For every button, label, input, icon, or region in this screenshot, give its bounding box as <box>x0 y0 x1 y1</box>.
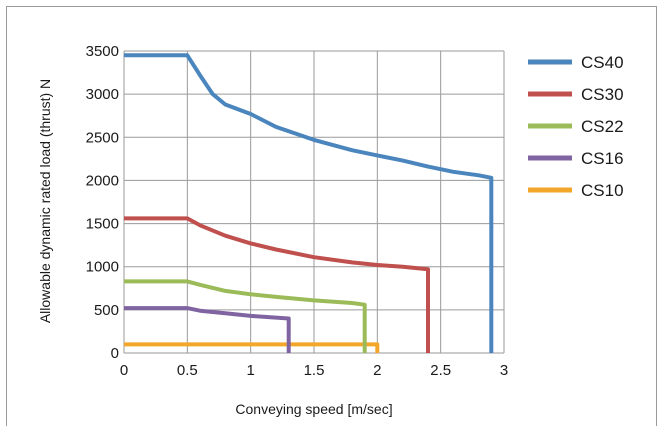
series-line-cs22 <box>124 279 367 353</box>
y-tick-label: 1000 <box>86 259 119 276</box>
y-tick-label: 1500 <box>86 216 119 233</box>
legend: CS40 CS30 CS22 CS16 CS10 <box>528 53 624 200</box>
series-line-cs40 <box>124 53 494 353</box>
series-line-cs16 <box>124 306 291 353</box>
y-tick-label: 500 <box>94 302 119 319</box>
x-tick-label: 2 <box>373 362 381 379</box>
series-layer <box>124 53 494 353</box>
y-tick-label: 2500 <box>86 129 119 146</box>
legend-label-cs16: CS16 <box>581 149 624 168</box>
legend-label-cs10: CS10 <box>581 181 624 200</box>
tick-labels: 0 0.5 1 1.5 2 2.5 3 0 500 1000 1500 2000 2500 3000 350… <box>86 43 509 379</box>
x-tick-label: 0.5 <box>177 362 198 379</box>
x-axis-title: Conveying speed [m/sec] <box>235 401 392 417</box>
chart-frame <box>6 6 657 426</box>
x-tick-label: 2.5 <box>430 362 451 379</box>
series-line-cs30 <box>124 216 430 353</box>
legend-label-cs40: CS40 <box>581 53 624 72</box>
x-tick-label: 3 <box>500 362 508 379</box>
y-tick-label: 2000 <box>86 172 119 189</box>
legend-label-cs30: CS30 <box>581 85 624 104</box>
y-axis-title: Allowable dynamic rated load (thrust) N <box>37 79 53 323</box>
grid-lines <box>123 50 505 354</box>
y-tick-label: 3000 <box>86 86 119 103</box>
y-tick-label: 0 <box>111 345 119 362</box>
x-tick-label: 1 <box>246 362 254 379</box>
legend-label-cs22: CS22 <box>581 117 624 136</box>
x-tick-label: 1.5 <box>304 362 325 379</box>
x-tick-label: 0 <box>120 362 128 379</box>
y-tick-label: 3500 <box>86 43 119 60</box>
series-line-cs10 <box>124 342 380 353</box>
